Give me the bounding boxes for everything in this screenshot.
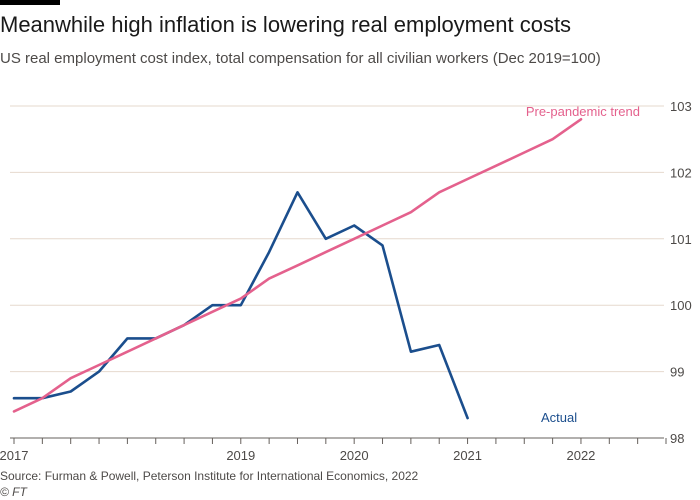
x-tick-label: 2022 <box>566 448 595 463</box>
series-line-actual <box>12 191 469 420</box>
source-note: Source: Furman & Powell, Peterson Instit… <box>0 469 419 483</box>
series-line-pre-pandemic-trend <box>12 117 583 413</box>
y-tick-label: 101 <box>670 232 692 247</box>
x-tick-label: 2020 <box>340 448 369 463</box>
title-accent-bar <box>0 0 60 5</box>
ft-credit: © FT <box>0 485 27 499</box>
y-tick-label: 103 <box>670 99 692 114</box>
annotation-pre-pandemic-trend: Pre-pandemic trend <box>526 104 640 119</box>
chart-subtitle: US real employment cost index, total com… <box>0 50 601 67</box>
y-tick-label: 100 <box>670 298 692 313</box>
line-chart: 98 99 100 101 102 103 2017 2019 2020 2021 2022 Pre-… <box>0 99 692 463</box>
annotation-actual: Actual <box>541 410 577 425</box>
chart-title: Meanwhile high inflation is lowering rea… <box>0 12 572 37</box>
x-tick-label: 2019 <box>226 448 255 463</box>
x-tick-label: 2017 <box>0 448 28 463</box>
y-tick-label: 102 <box>670 165 692 180</box>
y-tick-label: 99 <box>670 365 684 380</box>
x-tick-label: 2021 <box>453 448 482 463</box>
y-tick-label: 98 <box>670 431 684 446</box>
